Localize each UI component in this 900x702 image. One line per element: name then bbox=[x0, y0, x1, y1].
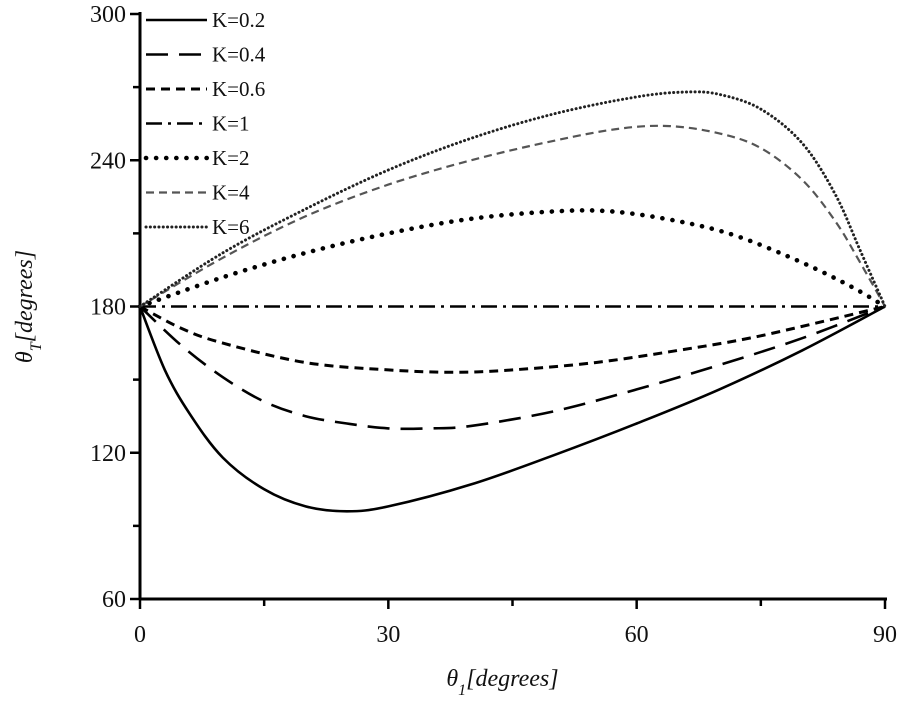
legend-label: K=0.2 bbox=[212, 8, 265, 32]
axes bbox=[130, 12, 887, 609]
series-layer bbox=[137, 90, 888, 513]
x-axis-title: θ1[degrees] bbox=[446, 666, 558, 699]
axis-labels: 0 30 60 90 60 120 180 240 300 θ1[degrees] θT[degre… bbox=[12, 2, 897, 699]
x-tick-label: 60 bbox=[625, 622, 649, 648]
x-tick-label: 90 bbox=[873, 622, 897, 648]
y-tick-label: 120 bbox=[90, 441, 126, 467]
series-line-k-0-4 bbox=[139, 305, 886, 431]
x-tick-label: 0 bbox=[134, 622, 146, 648]
y-tick-label: 240 bbox=[90, 148, 126, 174]
series-line-k-0-2 bbox=[138, 305, 886, 513]
y-tick-label: 300 bbox=[90, 2, 126, 28]
series-line-k-0-6 bbox=[139, 305, 886, 374]
legend-label: K=0.6 bbox=[212, 77, 265, 101]
legend-label: K=0.4 bbox=[212, 43, 266, 67]
x-tick-label: 30 bbox=[376, 622, 400, 648]
legend-label: K=6 bbox=[212, 215, 250, 239]
y-tick-label: 60 bbox=[102, 587, 126, 613]
y-tick-label: 180 bbox=[90, 295, 126, 321]
series-line-k-6 bbox=[138, 90, 887, 308]
legend-label: K=4 bbox=[212, 181, 250, 205]
legend-label: K=1 bbox=[212, 112, 250, 136]
y-axis-title: θT[degrees] bbox=[12, 250, 45, 363]
legend-label: K=2 bbox=[212, 146, 250, 170]
series-line-k-4 bbox=[139, 124, 886, 308]
legend: K=0.2 K=0.4 K=0.6 K=1 K=2 K=4 K=6 bbox=[143, 8, 266, 239]
series-line-k-2 bbox=[137, 208, 888, 309]
